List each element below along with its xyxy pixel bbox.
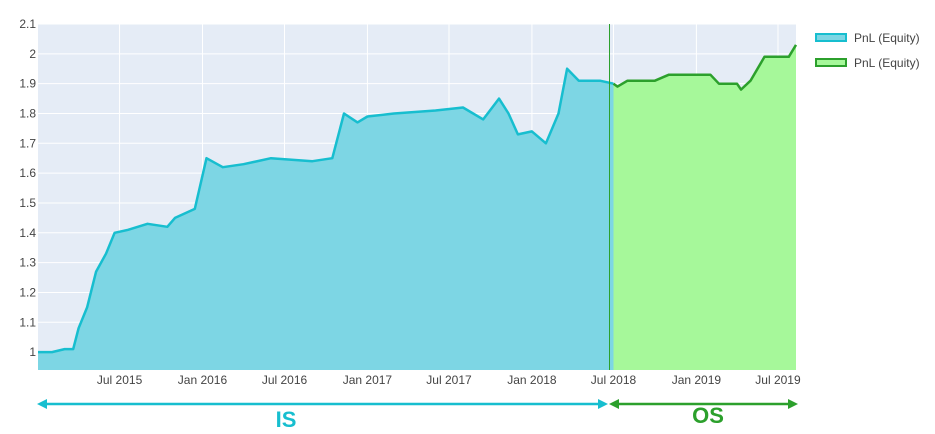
y-tick-label: 2 [29,47,36,61]
y-tick-label: 1.2 [19,285,36,299]
y-tick-label: 1.8 [19,106,36,120]
y-axis: 1 1.1 1.2 1.3 1.4 1.5 1.6 1.7 1.8 1.9 2 2.1 [19,17,36,359]
x-tick-label: Jul 2019 [755,373,801,387]
y-tick-label: 1.9 [19,77,36,91]
y-tick-label: 1.4 [19,226,36,240]
series-0-line [38,67,614,354]
y-tick-label: 1.5 [19,196,36,210]
x-tick-label: Jan 2016 [178,373,228,387]
x-axis: Jul 2015 Jan 2016 Jul 2016 Jan 2017 Jul 2017… [97,373,801,387]
series-1-area [613,44,796,371]
y-tick-label: 1 [29,345,36,359]
y-tick-label: 2.1 [19,17,36,31]
series-1-line [612,44,798,91]
legend-swatch-os [815,58,847,67]
segment-os: OS [609,399,798,428]
x-tick-label: Jan 2017 [343,373,393,387]
x-tick-label: Jul 2017 [426,373,472,387]
legend[interactable]: PnL (Equity) PnL (Equity) [815,31,920,70]
y-tick-label: 1.1 [19,315,36,329]
legend-item-os[interactable]: PnL (Equity) [815,56,920,70]
legend-item-is[interactable]: PnL (Equity) [815,31,920,45]
segment-is-label: IS [276,407,297,432]
y-tick-label: 1.6 [19,166,36,180]
segment-os-label: OS [692,403,724,428]
series-0-area [38,68,614,370]
x-tick-label: Jul 2018 [591,373,637,387]
series-lines [38,44,798,354]
legend-label-os: PnL (Equity) [854,56,920,70]
x-tick-label: Jul 2015 [97,373,143,387]
y-tick-label: 1.7 [19,136,36,150]
legend-swatch-is [815,33,847,42]
x-tick-label: Jan 2019 [672,373,722,387]
segment-is: IS [37,399,608,432]
x-tick-label: Jan 2018 [507,373,557,387]
legend-label-is: PnL (Equity) [854,31,920,45]
x-tick-label: Jul 2016 [262,373,308,387]
y-tick-label: 1.3 [19,256,36,270]
series-areas [38,44,796,371]
